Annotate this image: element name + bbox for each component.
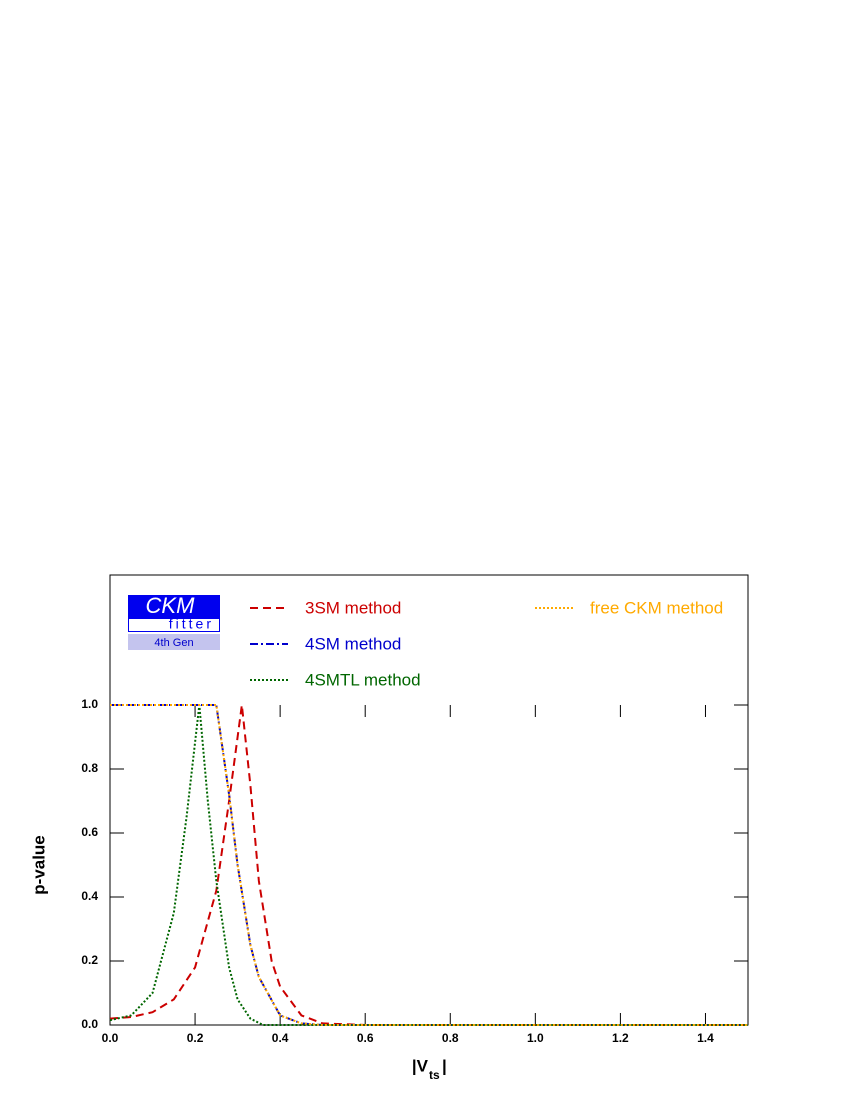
legend-label: free CKM method — [590, 598, 723, 617]
x-axis-label-end: | — [442, 1056, 447, 1075]
x-tick-label: 0.2 — [187, 1031, 204, 1045]
y-tick-label: 0.6 — [81, 825, 98, 839]
logo-sub-box — [128, 618, 220, 632]
series-line — [109, 704, 748, 1026]
x-tick-label: 0.0 — [102, 1031, 119, 1045]
x-tick-label: 1.4 — [697, 1031, 714, 1045]
logo-box — [128, 595, 220, 618]
y-tick-label: 0.8 — [81, 761, 98, 775]
y-axis-label: p-value — [29, 835, 48, 895]
x-axis-label-sub: ts — [429, 1068, 440, 1082]
y-tick-label: 0.0 — [81, 1017, 98, 1031]
legend-label: 4SM method — [305, 634, 401, 653]
x-tick-label: 1.0 — [527, 1031, 544, 1045]
x-axis-label: |V — [412, 1056, 429, 1075]
logo-subtitle: fitter — [169, 616, 214, 632]
y-tick-label: 0.2 — [81, 953, 98, 967]
x-tick-label: 0.4 — [272, 1031, 289, 1045]
series-line — [109, 704, 748, 1026]
logo-title: CKM — [146, 593, 196, 618]
legend-label: 4SMTL method — [305, 670, 421, 689]
logo-edition: 4th Gen — [154, 637, 193, 649]
x-tick-label: 0.6 — [357, 1031, 374, 1045]
series-line — [110, 704, 748, 1026]
x-tick-label: 1.2 — [612, 1031, 629, 1045]
y-tick-label: 0.4 — [81, 889, 98, 903]
x-tick-label: 0.8 — [442, 1031, 459, 1045]
logo-edition-box — [128, 634, 220, 650]
series-line — [110, 704, 748, 1026]
y-tick-label: 1.0 — [81, 697, 98, 711]
legend-label: 3SM method — [305, 598, 401, 617]
